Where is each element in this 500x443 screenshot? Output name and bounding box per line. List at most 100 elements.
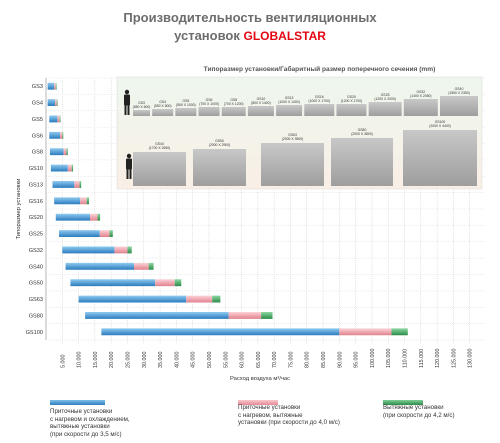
bar-gs13-s2 [74, 180, 80, 188]
x-tick-label: 125.000 [451, 349, 457, 369]
category-label-gs16: GS16 [29, 199, 43, 205]
person-silhouette-1-leg-right [127, 105, 130, 115]
inset-box-size: (1200 X 2000) [374, 97, 396, 101]
category-label-gs32: GS32 [29, 248, 43, 254]
bar-gs25-s1 [59, 230, 100, 238]
inset-box-size: (1000 X 1700) [309, 99, 331, 103]
bar-gs25-s3 [109, 230, 113, 238]
category-label-gs4: GS4 [32, 101, 43, 107]
y-axis-label: Типоразмер установки [16, 179, 22, 240]
category-label-gs100: GS100 [26, 330, 43, 336]
x-tick-label: 65.000 [256, 352, 262, 369]
inset-box-name: GS32 [416, 90, 425, 94]
bar-gs50-s1 [70, 279, 156, 287]
bar-gs32-s3 [127, 246, 132, 254]
inset-box-name: GS25 [381, 93, 390, 97]
inset-box-row2-gs40 [133, 152, 186, 186]
inset-box-size: (2000 X 2900) [209, 143, 231, 147]
bar-gs5-s3 [59, 115, 61, 123]
inset-box-name: GS16 [315, 95, 324, 99]
x-tick-label: 75.000 [288, 352, 294, 369]
bar-gs20-s2 [90, 213, 98, 221]
inset-box-size: (1550 X 2350) [448, 91, 470, 95]
inset-box-gs16 [304, 104, 335, 116]
bar-gs63-s2 [186, 295, 213, 303]
bar-gs5-s1 [49, 115, 58, 123]
inset-title: Типоразмер установки/Габаритный размер п… [204, 65, 436, 73]
legend-swatch-blue [50, 400, 105, 405]
bar-gs50-s3 [174, 279, 182, 287]
person-silhouette-2-body [126, 158, 132, 170]
x-axis-label: Расход воздуха м³/час [230, 376, 290, 382]
bar-gs16-s1 [54, 197, 81, 205]
inset-box-gs20 [336, 104, 367, 116]
category-label-gs8: GS8 [32, 150, 43, 156]
bar-gs25-s2 [99, 230, 110, 238]
inset-box-size: (1700 X 2650) [149, 146, 171, 150]
bar-gs100-s3 [391, 328, 408, 336]
bar-gs3-s1 [47, 82, 55, 90]
chart-title-line1: Производительность вентиляционных [123, 10, 377, 25]
x-tick-label: 90.000 [337, 352, 343, 369]
category-label-gs6: GS6 [32, 133, 43, 139]
bar-gs6-s1 [49, 131, 61, 139]
x-tick-label: 5.000 [60, 355, 66, 369]
x-tick-label: 25.000 [125, 352, 131, 369]
bar-gs20-s1 [55, 213, 90, 221]
x-tick-label: 85.000 [321, 352, 327, 369]
inset-box-gs3 [133, 110, 150, 116]
inset-box-name: GS3 [138, 101, 145, 105]
inset-box-name: GS10 [257, 97, 266, 101]
bar-gs8-s3 [66, 148, 68, 156]
inset-box-gs6 [198, 107, 220, 116]
bar-gs50-s2 [155, 279, 175, 287]
inset-box-size: (2000 X 3500) [282, 137, 304, 141]
inset-box-size: (800 X 1400) [251, 101, 271, 105]
inset-box-size: (700 X 1200) [224, 102, 244, 106]
x-tick-label: 130.000 [468, 349, 474, 369]
bar-gs5-s2 [57, 115, 60, 123]
inset-box-row2-gs100 [403, 130, 477, 186]
inset-box-name: GS100 [435, 120, 446, 124]
x-tick-label: 100.000 [370, 349, 376, 369]
inset-box-gs40 [440, 96, 478, 116]
x-tick-label: 55.000 [223, 352, 229, 369]
legend-label-pink: Приточные установки с нагревом, вытяжные… [238, 404, 340, 427]
inset-box-size: (1200 X 1700) [341, 99, 363, 103]
inset-box-name: GS40 [155, 142, 164, 146]
category-label-gs13: GS13 [29, 182, 43, 188]
inset-box-row2-gs50 [193, 149, 246, 186]
x-tick-label: 95.000 [354, 352, 360, 369]
inset-box-name: GS80 [358, 128, 367, 132]
bar-gs100-s2 [339, 328, 392, 336]
inset-box-name: GS40 [455, 87, 464, 91]
legend-label-green: Вытяжные установки (при скорости до 4,2 … [383, 404, 455, 419]
inset-box-row2-gs63 [261, 143, 324, 186]
inset-box-size: (700 X 1000) [199, 102, 219, 106]
x-tick-label: 15.000 [93, 352, 99, 369]
inset-box-name: GS5 [182, 99, 189, 103]
inset-box-size: (550 X 800) [154, 104, 172, 108]
person-silhouette-2-head [126, 153, 132, 159]
x-tick-label: 115.000 [419, 349, 425, 368]
x-tick-label: 50.000 [207, 352, 213, 369]
legend-label-blue: Приточные установки с нагревом и охлажде… [50, 408, 130, 438]
person-silhouette-2-leg-left [126, 169, 129, 179]
inset-box-size: (2000 X 4400) [429, 124, 451, 128]
legend-swatch-pink [238, 400, 278, 405]
person-silhouette-1-leg-left [124, 105, 127, 115]
bar-gs10-s2 [67, 164, 72, 172]
inset-box-size: (550 X 1000) [176, 103, 196, 107]
inset-box-name: GS4 [159, 100, 166, 104]
category-label-gs50: GS50 [29, 281, 43, 287]
inset-box-name: GS20 [347, 95, 356, 99]
inset-box-name: GS6 [206, 98, 213, 102]
bar-gs4-s3 [56, 99, 58, 107]
x-tick-label: 45.000 [191, 352, 197, 369]
x-tick-label: 105.000 [386, 349, 392, 369]
bar-gs40-s1 [65, 262, 134, 270]
bar-gs32-s1 [62, 246, 115, 254]
x-tick-label: 35.000 [158, 352, 164, 369]
bar-gs63-s3 [212, 295, 221, 303]
x-tick-label: 110.000 [403, 349, 409, 368]
